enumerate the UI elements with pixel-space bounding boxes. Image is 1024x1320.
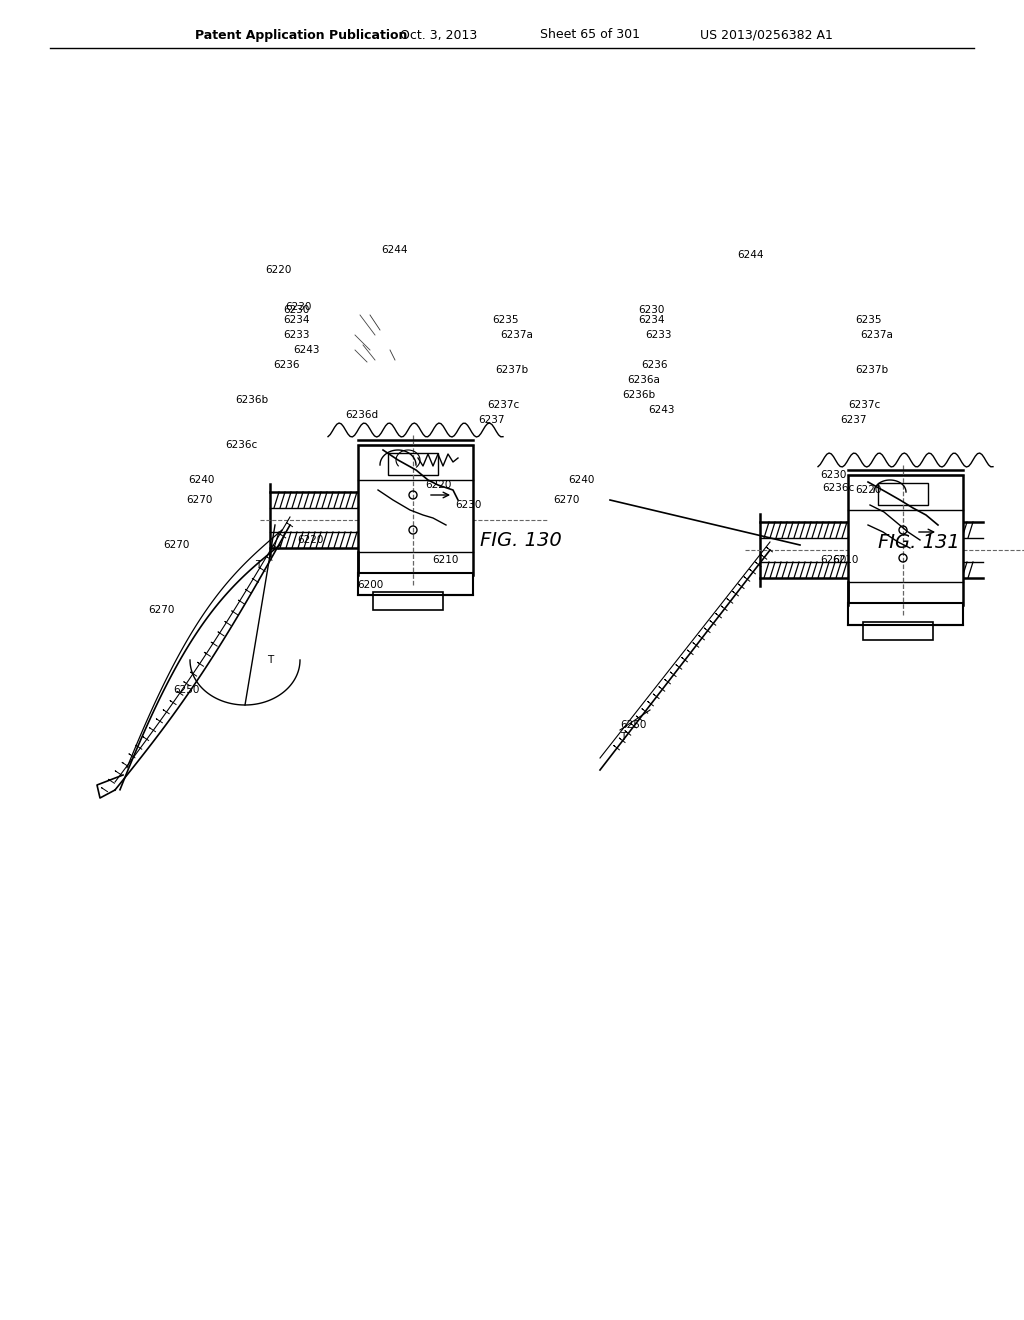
Text: 6220: 6220 [425,480,452,490]
Text: 6237a: 6237a [860,330,893,341]
Bar [358,573,473,595]
Text: Sheet 65 of 301: Sheet 65 of 301 [540,29,640,41]
Text: 6230: 6230 [820,470,847,480]
Text: 6243: 6243 [648,405,675,414]
Bar [358,445,473,576]
Text: 6270: 6270 [554,495,580,506]
Text: 6230: 6230 [639,305,665,315]
Text: 6234: 6234 [284,315,310,325]
Bar [373,591,443,610]
Text: 6250: 6250 [174,685,200,696]
Text: 6230: 6230 [455,500,481,510]
Text: 6220: 6220 [297,535,324,545]
Text: 6233: 6233 [645,330,672,341]
Bar [848,603,963,624]
Text: 6237a: 6237a [500,330,532,341]
Text: 6200: 6200 [357,579,383,590]
Text: 6237c: 6237c [487,400,519,411]
Text: 6237c: 6237c [848,400,881,411]
Text: FIG. 131: FIG. 131 [879,532,961,552]
Text: 6220: 6220 [265,265,292,275]
Text: 6233: 6233 [284,330,310,341]
Text: 6240: 6240 [568,475,595,484]
Text: 6236b: 6236b [622,389,655,400]
Text: 6237: 6237 [840,414,866,425]
Text: 6270: 6270 [186,495,213,506]
Bar [848,475,963,605]
Text: 6236d: 6236d [345,411,378,420]
Bar [878,483,928,506]
Text: 6210: 6210 [831,554,858,565]
Text: 6236c: 6236c [225,440,258,450]
Text: T: T [620,733,627,742]
Text: FIG. 130: FIG. 130 [480,531,562,549]
Text: T: T [255,560,261,570]
Text: 6220: 6220 [855,484,882,495]
Text: Oct. 3, 2013: Oct. 3, 2013 [400,29,477,41]
Text: 6237b: 6237b [855,366,888,375]
Text: 6240: 6240 [188,475,215,484]
Bar [388,453,438,475]
Text: 6236a: 6236a [627,375,660,385]
Text: 6235: 6235 [855,315,882,325]
Bar [863,622,933,640]
Text: 6244: 6244 [382,246,409,255]
Text: T: T [267,655,273,665]
Text: 6237: 6237 [478,414,505,425]
Text: 6243: 6243 [294,345,319,355]
Text: 6260: 6260 [820,554,847,565]
Text: 6236: 6236 [641,360,668,370]
Text: 6230: 6230 [286,302,312,312]
Text: 6234: 6234 [639,315,665,325]
Text: 6250: 6250 [620,719,646,730]
Text: 6236c: 6236c [822,483,854,492]
Text: 6270: 6270 [164,540,190,550]
Text: 6236b: 6236b [234,395,268,405]
Text: 6210: 6210 [432,554,459,565]
Text: Patent Application Publication: Patent Application Publication [195,29,408,41]
Text: 6236: 6236 [273,360,300,370]
Text: 6237b: 6237b [495,366,528,375]
Text: 6235: 6235 [492,315,518,325]
Text: 6230: 6230 [284,305,310,315]
Text: 6244: 6244 [736,249,763,260]
Text: US 2013/0256382 A1: US 2013/0256382 A1 [700,29,833,41]
Text: 6270: 6270 [148,605,175,615]
